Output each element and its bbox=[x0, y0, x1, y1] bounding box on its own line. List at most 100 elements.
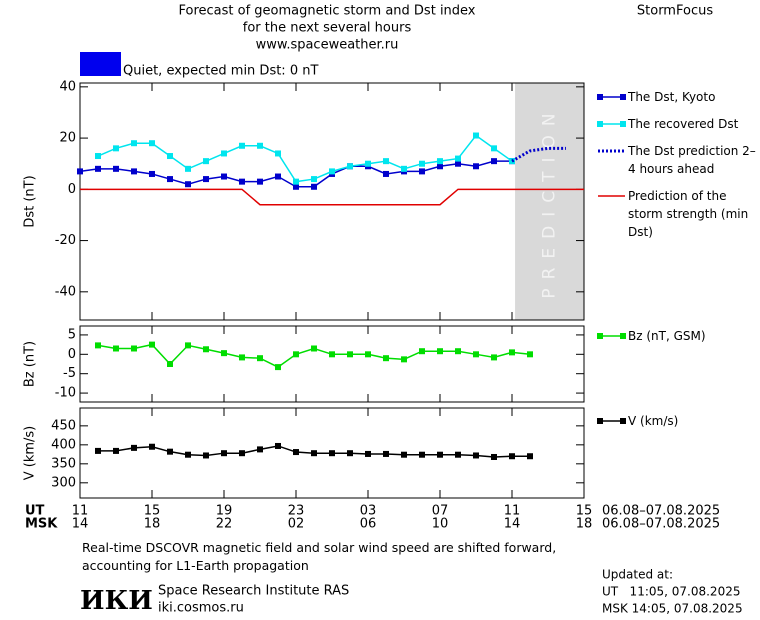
legend-entry: V (km/s) bbox=[628, 414, 679, 428]
legend-entry: The Dst, Kyoto bbox=[628, 90, 716, 104]
x-tick-label: 19 bbox=[216, 504, 233, 519]
x-tick-label: 14 bbox=[72, 517, 89, 532]
data-point bbox=[131, 168, 137, 175]
data-point bbox=[149, 170, 155, 177]
data-point bbox=[455, 160, 461, 167]
data-point bbox=[347, 450, 353, 457]
y-axis-label: Bz (nT) bbox=[23, 341, 38, 387]
data-point bbox=[221, 150, 227, 157]
data-point bbox=[365, 450, 371, 457]
x-tick-label: 06 bbox=[360, 517, 377, 532]
title: for the next several hours bbox=[243, 21, 412, 36]
legend-marker bbox=[620, 333, 626, 339]
y-tick-label: 400 bbox=[51, 437, 76, 452]
data-point bbox=[185, 342, 191, 349]
data-point bbox=[437, 348, 443, 355]
data-point bbox=[167, 153, 173, 160]
data-point bbox=[365, 160, 371, 167]
data-point bbox=[401, 451, 407, 458]
x-tick-label: 07 bbox=[432, 504, 449, 519]
data-point bbox=[239, 450, 245, 457]
data-point bbox=[275, 442, 281, 449]
x-tick-label: 02 bbox=[288, 517, 305, 532]
data-point bbox=[167, 176, 173, 183]
data-point bbox=[311, 345, 317, 352]
data-point bbox=[401, 165, 407, 172]
data-point bbox=[347, 351, 353, 358]
data-point bbox=[275, 364, 281, 371]
data-point bbox=[455, 348, 461, 355]
data-point bbox=[473, 163, 479, 170]
data-point bbox=[509, 349, 515, 356]
data-point bbox=[149, 443, 155, 450]
data-point bbox=[113, 145, 119, 152]
data-point bbox=[527, 453, 533, 460]
series-line bbox=[511, 146, 566, 163]
x-tick-label: 15 bbox=[576, 504, 593, 519]
updated-ut: UT 11:05, 07.08.2025 bbox=[602, 585, 740, 599]
logo: ИКИ bbox=[80, 586, 153, 616]
data-point bbox=[257, 178, 263, 185]
data-point bbox=[491, 453, 497, 460]
data-point bbox=[347, 163, 353, 170]
data-point bbox=[113, 345, 119, 352]
y-tick-label: -5 bbox=[63, 366, 76, 381]
data-point bbox=[239, 178, 245, 185]
data-point bbox=[311, 176, 317, 183]
data-point bbox=[329, 351, 335, 358]
data-point bbox=[239, 354, 245, 361]
legend-marker bbox=[597, 94, 603, 100]
data-point bbox=[203, 158, 209, 165]
y-tick-label: 0 bbox=[68, 182, 76, 197]
data-point bbox=[527, 351, 533, 358]
data-point bbox=[383, 170, 389, 177]
data-point bbox=[491, 145, 497, 152]
legend-entry: Bz (nT, GSM) bbox=[628, 329, 706, 343]
data-point bbox=[131, 140, 137, 147]
date-range: 06.08–07.08.2025 bbox=[602, 517, 720, 532]
data-point bbox=[293, 449, 299, 456]
y-tick-label: -10 bbox=[55, 386, 76, 401]
legend-marker bbox=[620, 94, 626, 100]
x-tick-label: 11 bbox=[72, 504, 89, 519]
data-point bbox=[419, 168, 425, 175]
footer-note: Real-time DSCOVR magnetic field and sola… bbox=[82, 540, 557, 573]
site: iki.cosmos.ru bbox=[158, 601, 244, 616]
plot-frame bbox=[79, 325, 585, 403]
data-point bbox=[473, 351, 479, 358]
date-range: 06.08–07.08.2025 bbox=[602, 504, 720, 519]
y-tick-label: 350 bbox=[51, 456, 76, 471]
updated-msk: MSK 14:05, 07.08.2025 bbox=[602, 602, 743, 616]
brand: StormFocus bbox=[637, 4, 713, 19]
y-tick-label: 300 bbox=[51, 475, 76, 490]
institute: Space Research Institute RAS bbox=[158, 584, 349, 599]
legend-marker bbox=[597, 333, 603, 339]
data-point bbox=[383, 450, 389, 457]
data-point bbox=[257, 355, 263, 362]
legend-entry: The Dst prediction 2–4 hours ahead bbox=[628, 144, 756, 176]
legend-marker bbox=[620, 418, 626, 424]
data-point bbox=[77, 168, 83, 175]
title: www.spaceweather.ru bbox=[256, 38, 399, 53]
prediction-label: PREDICTION bbox=[540, 104, 560, 298]
data-point bbox=[365, 351, 371, 358]
x-tick-label: 14 bbox=[504, 517, 521, 532]
data-point bbox=[221, 173, 227, 180]
series-line bbox=[80, 188, 584, 206]
data-point bbox=[311, 183, 317, 190]
data-point bbox=[311, 450, 317, 457]
data-point bbox=[95, 342, 101, 349]
data-point bbox=[473, 132, 479, 139]
prediction-shade bbox=[515, 83, 584, 320]
x-tick-label: 18 bbox=[144, 517, 161, 532]
data-point bbox=[383, 355, 389, 362]
data-point bbox=[383, 158, 389, 165]
data-point bbox=[401, 356, 407, 363]
data-point bbox=[239, 142, 245, 149]
data-point bbox=[419, 451, 425, 458]
x-tick-label: 22 bbox=[216, 517, 233, 532]
y-axis-label: V (km/s) bbox=[23, 426, 38, 481]
data-point bbox=[329, 168, 335, 175]
title: Forecast of geomagnetic storm and Dst in… bbox=[178, 4, 475, 19]
